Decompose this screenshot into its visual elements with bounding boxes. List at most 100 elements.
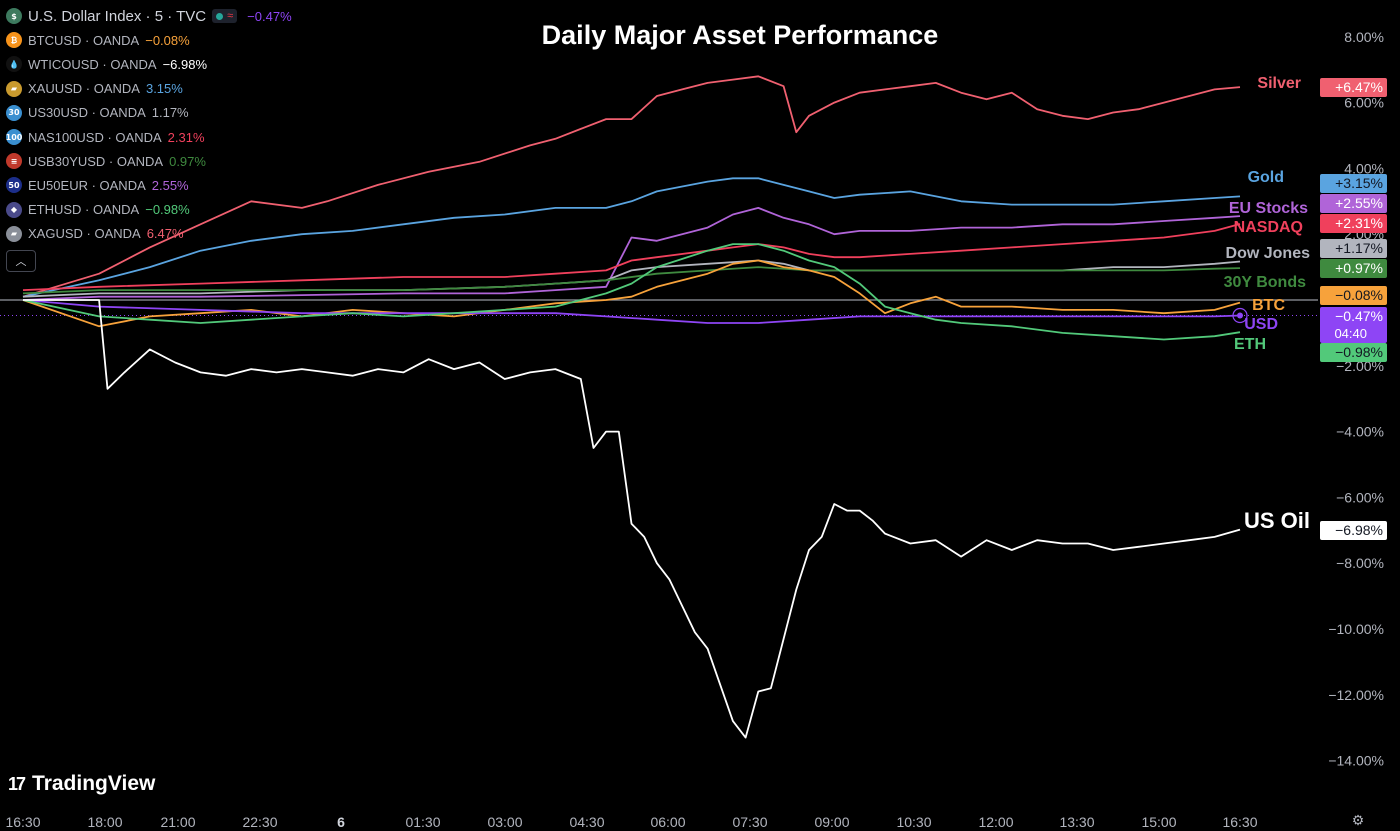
x-tick-label: 21:00 <box>160 814 195 830</box>
end-value-badge <box>1320 286 1387 305</box>
legend-row[interactable]: 100 NAS100USD · OANDA 2.31% <box>6 125 292 149</box>
series-name-label: Gold <box>1248 169 1284 186</box>
tradingview-brand[interactable]: 17 TradingView <box>8 772 155 796</box>
legend-change: −6.98% <box>162 56 208 72</box>
x-tick-label: 13:30 <box>1059 814 1094 830</box>
x-tick-label: 09:00 <box>814 814 849 830</box>
end-value-text: +6.47% <box>1335 79 1383 95</box>
series-line-silver[interactable] <box>22 75 1241 298</box>
y-axis: 8.00%6.00%4.00%2.00%−2.00%−4.00%−6.00%−8… <box>1328 29 1384 769</box>
x-tick-label: 6 <box>337 814 345 830</box>
end-value-badge <box>1320 174 1387 193</box>
legend-change: −0.98% <box>145 202 190 218</box>
legend-symbol: USB30YUSD · OANDA <box>28 153 164 169</box>
oil-drop-icon: 💧 <box>6 56 22 73</box>
market-open-dot-icon <box>216 12 224 20</box>
series-line-gold[interactable] <box>22 177 1241 298</box>
market-status-pill[interactable]: ≈ <box>212 9 238 24</box>
end-value-badge <box>1320 307 1387 343</box>
legend-row[interactable]: 50 EU50EUR · OANDA 2.55% <box>6 173 292 197</box>
legend-row[interactable]: 30 US30USD · OANDA 1.17% <box>6 101 292 125</box>
legend-row[interactable]: $ U.S. Dollar Index · 5 · TVC ≈ −0.47% <box>6 4 292 28</box>
y-tick-label: −4.00% <box>1336 424 1384 440</box>
end-value-badge <box>1320 214 1387 233</box>
ethereum-icon: ◆ <box>6 201 22 218</box>
us30-icon: 30 <box>6 104 22 121</box>
end-value-text: +3.15% <box>1335 175 1383 191</box>
series-layer <box>22 75 1248 739</box>
chevron-up-icon: ︿ <box>15 255 27 268</box>
x-tick-label: 18:00 <box>87 814 122 830</box>
bar-countdown-text: 04:40 <box>1334 326 1367 341</box>
end-value-badge <box>1320 78 1387 97</box>
x-tick-label: 04:30 <box>569 814 604 830</box>
series-name-label: EU Stocks <box>1229 200 1308 217</box>
legend-symbol: US30USD · OANDA <box>28 105 146 121</box>
tradingview-logo-icon: 17 <box>8 773 26 794</box>
legend-row[interactable]: ◆ ETHUSD · OANDA −0.98% <box>6 198 292 222</box>
series-name-label: USD <box>1244 316 1278 333</box>
eu50-icon: 50 <box>6 177 22 194</box>
series-name-label: NASDAQ <box>1234 219 1303 236</box>
y-tick-label: 4.00% <box>1344 160 1384 176</box>
legend-symbol: BTCUSD · OANDA <box>28 32 140 48</box>
end-value-text: −0.47% <box>1335 308 1383 324</box>
approx-icon: ≈ <box>227 10 234 23</box>
x-tick-label: 16:30 <box>1222 814 1257 830</box>
legend-symbol: U.S. Dollar Index · 5 · TVC <box>28 7 207 25</box>
series-name-label: 30Y Bonds <box>1224 274 1307 291</box>
end-value-text: +2.31% <box>1335 215 1383 231</box>
legend-symbol: WTICOUSD · OANDA <box>28 56 157 72</box>
usd-last-point-ring <box>1232 307 1248 324</box>
end-value-text: +0.97% <box>1335 260 1383 276</box>
series-name-label: US Oil <box>1244 508 1310 533</box>
series-name-label: Dow Jones <box>1226 245 1311 262</box>
nas100-icon: 100 <box>6 129 22 146</box>
series-name-label: ETH <box>1234 336 1266 353</box>
end-value-badge <box>1320 194 1387 213</box>
series-name-label: BTC <box>1252 297 1285 314</box>
legend-row[interactable]: ▰ XAUUSD · OANDA 3.15% <box>6 77 292 101</box>
legend-change: 2.55% <box>151 177 189 193</box>
legend-symbol: XAUUSD · OANDA <box>28 81 140 97</box>
x-axis: 16:30 18:00 21:00 22:30 6 01:30 03:00 04:30 06:0… <box>5 814 1257 830</box>
gear-icon[interactable]: ⚙ <box>1351 811 1365 828</box>
legend-change: 2.31% <box>167 129 205 145</box>
legend-symbol: EU50EUR · OANDA <box>28 177 146 193</box>
series-line-eu-stocks[interactable] <box>22 206 1241 301</box>
end-value-text: +2.55% <box>1335 195 1383 211</box>
end-value-badge <box>1320 343 1387 362</box>
end-value-badge <box>1320 259 1387 278</box>
y-tick-label: 8.00% <box>1344 29 1384 45</box>
x-tick-label: 12:00 <box>978 814 1013 830</box>
legend-row[interactable]: ≡ USB30YUSD · OANDA 0.97% <box>6 149 292 173</box>
series-line-us-oil[interactable] <box>23 299 1241 739</box>
legend-change: 0.97% <box>169 153 206 169</box>
series-labels: Silver +6.47% Gold +3.15% EU Stocks +2.55% NAS… <box>1224 75 1387 540</box>
dollar-icon: $ <box>6 8 22 25</box>
collapse-legend-button[interactable]: ︿ <box>6 249 36 272</box>
series-line-eth[interactable] <box>22 243 1241 341</box>
x-tick-label: 22:30 <box>242 814 277 830</box>
legend-change: 3.15% <box>145 81 183 97</box>
legend: $ U.S. Dollar Index · 5 · TVC ≈ −0.47% ₿ BTCU… <box>6 4 292 272</box>
series-line-30y-bonds[interactable] <box>22 266 1241 295</box>
x-tick-label: 06:00 <box>650 814 685 830</box>
legend-row[interactable]: 💧 WTICOUSD · OANDA −6.98% <box>6 52 292 76</box>
end-value-badge <box>1320 521 1387 540</box>
us-flag-icon: ≡ <box>6 153 22 170</box>
series-line-usd[interactable] <box>22 299 1241 324</box>
bitcoin-icon: ₿ <box>6 32 22 49</box>
y-tick-label: −8.00% <box>1336 555 1384 571</box>
legend-row[interactable]: ₿ BTCUSD · OANDA −0.08% <box>6 28 292 52</box>
series-name-label: Silver <box>1257 75 1301 92</box>
legend-row[interactable]: ▰ XAGUSD · OANDA 6.47% <box>6 222 292 246</box>
legend-change: 1.17% <box>151 105 189 121</box>
x-tick-label: 10:30 <box>896 814 931 830</box>
chart-title: Daily Major Asset Performance <box>541 20 939 50</box>
end-value-badge <box>1320 239 1387 258</box>
legend-change: −0.08% <box>145 32 190 48</box>
legend-symbol: ETHUSD · OANDA <box>28 202 140 218</box>
brand-name: TradingView <box>32 772 156 795</box>
